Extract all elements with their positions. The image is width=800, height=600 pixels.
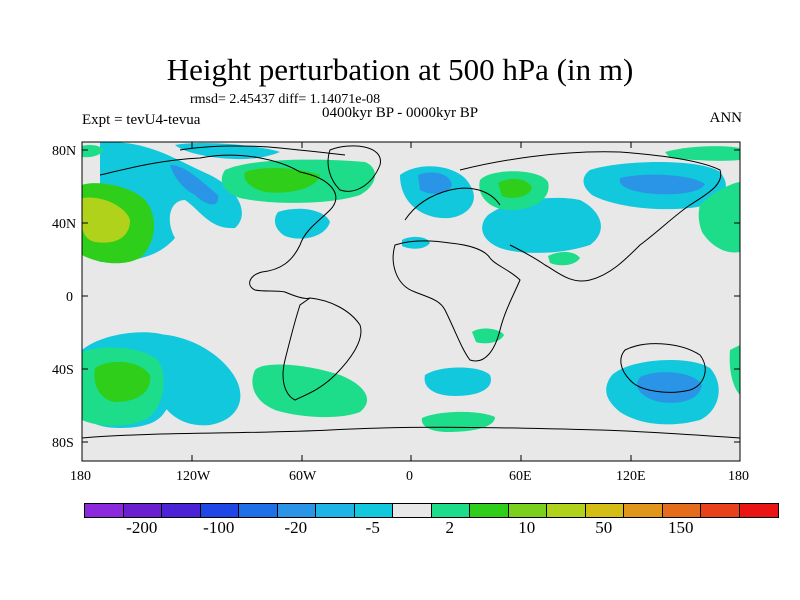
lon-tick-label: 60E <box>509 469 532 484</box>
lat-tick-label: 80S <box>52 436 74 451</box>
colorbar-label: 10 <box>518 518 536 537</box>
colorbar-swatch <box>585 504 624 517</box>
colorbar-swatch <box>277 504 316 517</box>
lat-tick-label: 40N <box>52 217 76 232</box>
experiment-label: Expt = tevU4-tevua <box>82 112 201 128</box>
colorbar-swatch <box>200 504 239 517</box>
colorbar-swatch <box>547 504 586 517</box>
colorbar-label: -5 <box>365 518 380 537</box>
colorbar-label: 150 <box>668 518 694 537</box>
chart-title: Height perturbation at 500 hPa (in m) <box>166 52 634 87</box>
lon-tick-label: 0 <box>406 469 413 484</box>
colorbar-swatch <box>624 504 663 517</box>
lon-tick-label: 120E <box>616 469 646 484</box>
colorbar-swatch <box>316 504 355 517</box>
lon-tick-label: 180 <box>728 469 749 484</box>
colorbar-swatch <box>393 504 432 517</box>
lon-tick-label: 180 <box>70 469 91 484</box>
stats-text: rmsd= 2.45437 diff= 1.14071e-08 <box>190 92 381 107</box>
colorbar-swatch <box>701 504 740 517</box>
colorbar-swatch <box>123 504 162 517</box>
lon-ticks: 180 120W 60W 0 60E 120E 180 <box>70 142 749 484</box>
colorbar-swatch <box>354 504 393 517</box>
colorbar <box>84 503 779 518</box>
period-label: 0400kyr BP - 0000kyr BP <box>322 105 479 121</box>
colorbar-swatch <box>470 504 509 517</box>
colorbar-label: -200 <box>126 518 158 537</box>
colorbar-label: 50 <box>595 518 613 537</box>
season-label: ANN <box>709 110 743 126</box>
positive-contours <box>82 145 740 432</box>
colorbar-label: 2 <box>445 518 455 537</box>
colorbar-swatch <box>662 504 701 517</box>
lat-tick-label: 40S <box>52 363 74 378</box>
lon-tick-label: 60W <box>289 469 317 484</box>
colorbar-swatch <box>508 504 547 517</box>
colorbar-swatch <box>162 504 201 517</box>
colorbar-swatch <box>85 504 124 517</box>
lon-tick-label: 120W <box>176 469 211 484</box>
colorbar-label: -20 <box>284 518 308 537</box>
lat-tick-label: 80N <box>52 144 76 159</box>
lat-ticks: 80N 40N 0 40S 80S <box>52 144 740 451</box>
colorbar-swatch <box>739 504 778 517</box>
colorbar-label: -100 <box>203 518 235 537</box>
lat-tick-label: 0 <box>66 290 73 305</box>
colorbar-swatch <box>239 504 278 517</box>
colorbar-swatch <box>431 504 470 517</box>
coastlines <box>81 145 741 439</box>
